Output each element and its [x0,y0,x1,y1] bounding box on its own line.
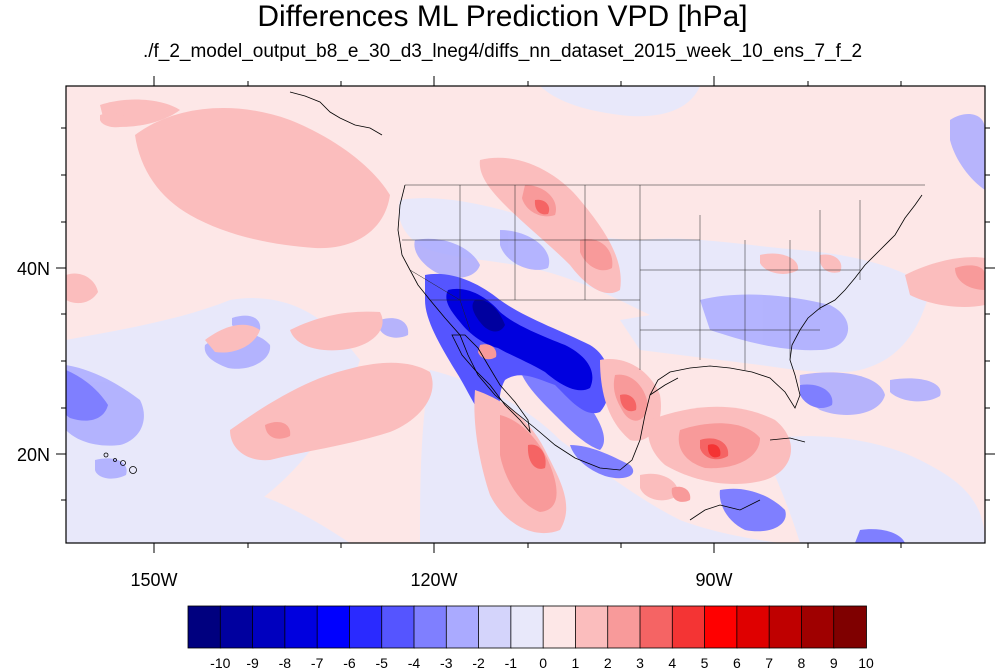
colorbar-label: 10 [858,655,874,671]
colorbar-label: -4 [408,655,421,671]
colorbar-label: -5 [375,655,388,671]
colorbar-swatch [639,605,674,649]
colorbar-swatch [316,605,351,649]
colorbar-label: 7 [765,655,773,671]
colorbar-swatch [833,605,867,649]
state-boundaries [402,184,925,370]
colorbar-swatch [478,605,512,649]
lon-label-90w: 90W [695,570,732,590]
coastlines [289,91,923,521]
colorbar-label: 5 [701,655,709,671]
colorbar-label: -7 [311,655,324,671]
colorbar-swatch [671,605,706,649]
colorbar-swatch [801,605,835,649]
map-title: Differences ML Prediction VPD [hPa] [257,0,748,33]
colorbar-swatch [219,605,254,649]
lon-label-150w: 150W [130,570,177,590]
colorbar-swatch [607,605,641,649]
lat-label-20n: 20N [17,445,50,465]
colorbar-swatch [510,605,545,649]
deep-red-regions [707,444,721,458]
colorbar-swatch [768,605,803,649]
colorbar-label: 0 [539,655,547,671]
colorbar-swatch [252,605,286,649]
colorbar-label: -1 [505,655,518,671]
map-subtitle: ./f_2_model_output_b8_e_30_d3_lneg4/diff… [142,41,863,62]
colorbar-swatch [284,605,319,649]
map-plot-area [66,86,985,543]
colorbar-label: -6 [343,655,356,671]
colorbar-swatch [542,605,577,649]
colorbar-label: -10 [210,655,230,671]
colorbar-swatch [704,605,738,649]
colorbar-label: 6 [733,655,741,671]
lon-label-120w: 120W [410,570,457,590]
blue-regions [66,369,905,543]
colorbar-label: -3 [440,655,453,671]
axis-labels: 40N 20N 150W 120W 90W [17,259,733,590]
colorbar-label: 3 [636,655,644,671]
colorbar-label: -9 [246,655,259,671]
colorbar-label: 2 [604,655,612,671]
colorbar-swatch [413,605,448,649]
axis-ticks [56,76,995,553]
colorbar-label: 9 [830,655,838,671]
colorbar-swatch [187,605,222,649]
colorbar-swatch [381,605,415,649]
colorbar-label: 1 [572,655,580,671]
lat-label-40n: 40N [17,259,50,279]
colorbar-label: 4 [668,655,676,671]
colorbar-label: -8 [279,655,292,671]
colorbar-swatch [445,605,480,649]
colorbar-label: 8 [798,655,806,671]
colorbar-swatch [349,605,383,649]
colorbar-swatch [736,605,771,649]
hawaii-islands [103,452,137,474]
colorbar-swatch [575,605,609,649]
colorbar: -10 -9 -8 -7 -6 -5 -4 -3 -2 -1 0 1 2 3 4 5 6 7 8 9 10 [187,605,874,671]
colorbar-label: -2 [472,655,485,671]
